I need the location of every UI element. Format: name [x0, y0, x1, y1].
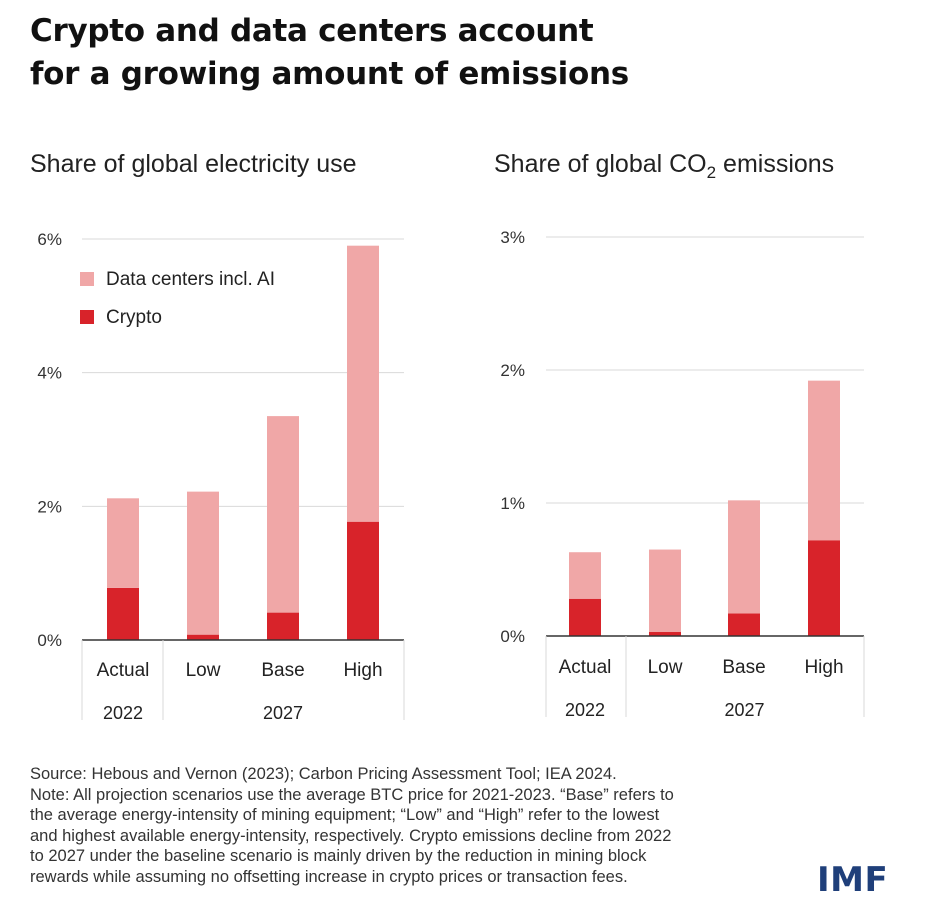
electricity-bar-data-centers-high: [347, 245, 379, 522]
imf-logo: IMF: [817, 860, 889, 900]
emissions-chart-title-text: Share of global CO: [494, 150, 707, 178]
emissions-chart-title-tail: emissions: [716, 150, 835, 178]
electricity-year-group-label: 2027: [263, 703, 303, 723]
electricity-year-group-label: 2022: [103, 703, 143, 723]
electricity-y-tick-label: 2%: [37, 497, 62, 516]
legend-swatch-crypto: [80, 310, 94, 324]
legend-swatch-data-centers: [80, 272, 94, 286]
electricity-bar-data-centers-actual: [107, 498, 139, 588]
emissions-y-tick-label: 0%: [500, 627, 525, 646]
source-note: Source: Hebous and Vernon (2023); Carbon…: [30, 764, 800, 887]
electricity-category-label: Base: [261, 660, 304, 681]
emissions-category-label: High: [804, 657, 843, 678]
emissions-bar-crypto-low: [649, 632, 681, 636]
page-title: Crypto and data centers account for a gr…: [30, 10, 750, 96]
emissions-y-tick-label: 3%: [500, 228, 525, 247]
emissions-chart-title-subscript: 2: [706, 163, 717, 182]
emissions-category-label: Actual: [559, 657, 612, 678]
legend-label-crypto: Crypto: [106, 307, 162, 328]
title-line-2: for a growing amount of emissions: [30, 56, 629, 92]
emissions-bar-crypto-high: [808, 540, 840, 636]
emissions-bar-data-centers-base: [728, 500, 760, 614]
electricity-bar-data-centers-base: [267, 416, 299, 613]
emissions-chart-title: Share of global CO2 emissions: [494, 150, 834, 183]
note-line-3: the average energy-intensity of mining e…: [30, 806, 660, 824]
note-line-6: rewards while assuming no offsetting inc…: [30, 867, 628, 886]
electricity-bar-crypto-low: [187, 634, 219, 640]
note-line-2: Note: All projection scenarios use the a…: [30, 785, 674, 804]
electricity-y-tick-label: 0%: [37, 631, 62, 650]
emissions-bar-data-centers-actual: [569, 552, 601, 599]
electricity-category-label: Low: [186, 660, 221, 681]
emissions-year-group-label: 2027: [724, 700, 764, 720]
electricity-chart-title: Share of global electricity use: [30, 150, 357, 179]
electricity-bar-data-centers-low: [187, 491, 219, 635]
emissions-bar-data-centers-low: [649, 549, 681, 633]
emissions-year-group-label: 2022: [565, 700, 605, 720]
electricity-bar-crypto-actual: [107, 587, 139, 640]
legend-label-data-centers: Data centers incl. AI: [106, 269, 275, 290]
emissions-y-tick-label: 1%: [500, 494, 525, 513]
emissions-bar-data-centers-high: [808, 380, 840, 541]
electricity-chart-title-text: Share of global electricity use: [30, 150, 357, 178]
title-line-1: Crypto and data centers account: [30, 13, 594, 49]
electricity-bar-crypto-base: [267, 612, 299, 640]
note-line-4: and highest available energy-intensity, …: [30, 826, 672, 845]
electricity-y-tick-label: 4%: [37, 364, 62, 383]
emissions-chart: 0% 1% 2% 3% Actual Low Base High 2022 2027: [500, 228, 865, 720]
emissions-bar-crypto-base: [728, 613, 760, 636]
emissions-category-label: Low: [648, 657, 683, 678]
emissions-category-label: Base: [722, 657, 765, 678]
emissions-y-tick-label: 2%: [500, 361, 525, 380]
electricity-category-label: High: [343, 660, 382, 681]
electricity-bar-crypto-high: [347, 521, 379, 640]
emissions-bar-crypto-actual: [569, 598, 601, 636]
electricity-category-label: Actual: [97, 660, 150, 681]
electricity-y-tick-label: 6%: [37, 230, 62, 249]
note-line-1: Source: Hebous and Vernon (2023); Carbon…: [30, 765, 617, 783]
note-line-5: to 2027 under the baseline scenario is m…: [30, 847, 647, 865]
electricity-chart: 0% 2% 4% 6% Actual Low Base High 2022 2027 Data ce…: [37, 230, 405, 723]
